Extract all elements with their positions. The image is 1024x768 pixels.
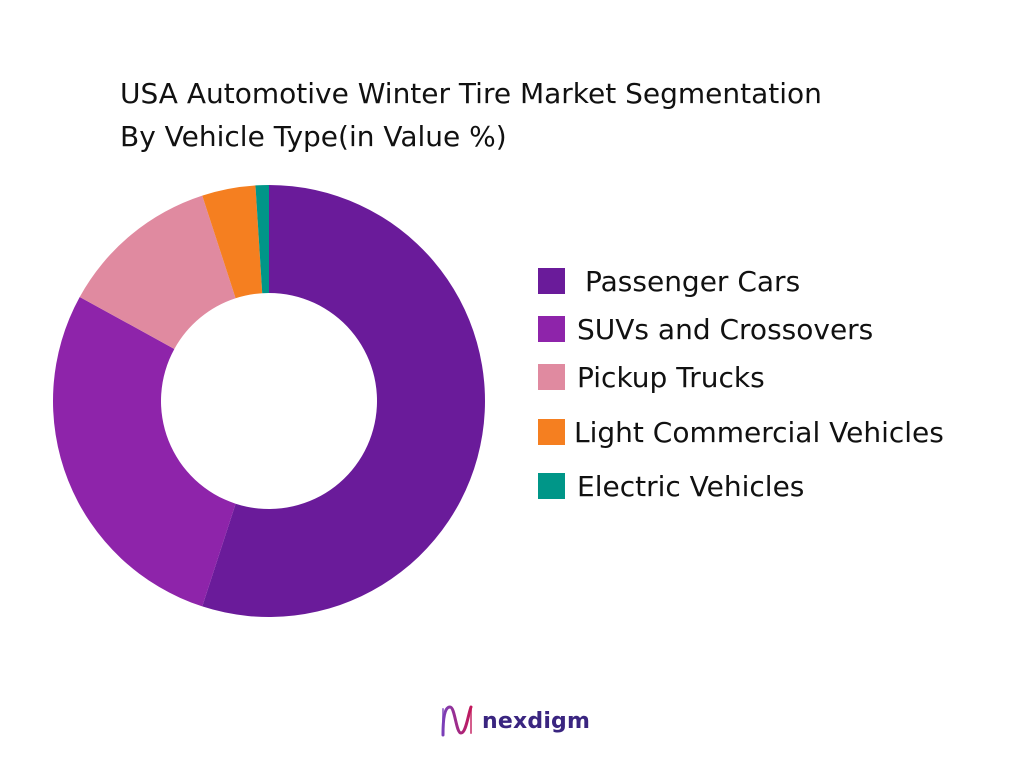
brand-name: nexdigm [482,708,591,734]
chart-title-line-2: By Vehicle Type(in Value %) [120,120,507,153]
legend-swatch-passenger-cars [538,268,565,294]
legend-swatch-suvs-and-crossovers [538,316,565,342]
legend-label-light-commercial-vehicles: Light Commercial Vehicles [574,415,944,449]
chart-title-line-1: USA Automotive Winter Tire Market Segmen… [120,77,822,110]
donut-slice-pickup-trucks [79,195,236,349]
legend-label-electric-vehicles: Electric Vehicles [577,469,805,503]
legend-item-light-commercial-vehicles: Light Commercial Vehicles [538,415,944,449]
legend-item-pickup-trucks: Pickup Trucks [538,360,765,394]
legend-item-suvs-and-crossovers: SUVs and Crossovers [538,312,874,346]
donut-slice-light-commercial-vehicles [202,185,263,299]
chart-legend: Passenger Cars SUVs and Crossovers Picku… [538,0,1018,520]
legend-swatch-pickup-trucks [538,364,565,390]
legend-label-passenger-cars: Passenger Cars [585,264,801,298]
donut-slice-suvs-and-crossovers [53,296,236,607]
legend-swatch-light-commercial-vehicles [538,419,565,445]
legend-label-pickup-trucks: Pickup Trucks [577,360,765,394]
legend-swatch-electric-vehicles [538,473,565,499]
nexdigm-logo-icon [441,705,473,737]
brand-logo: nexdigm [440,703,590,739]
donut-slice-electric-vehicles [255,185,269,294]
legend-label-suvs-and-crossovers: SUVs and Crossovers [577,312,874,346]
donut-slice-passenger-cars [202,185,486,617]
chart-title: USA Automotive Winter Tire Market Segmen… [120,72,822,158]
legend-item-passenger-cars: Passenger Cars [538,264,801,298]
legend-item-electric-vehicles: Electric Vehicles [538,469,805,503]
